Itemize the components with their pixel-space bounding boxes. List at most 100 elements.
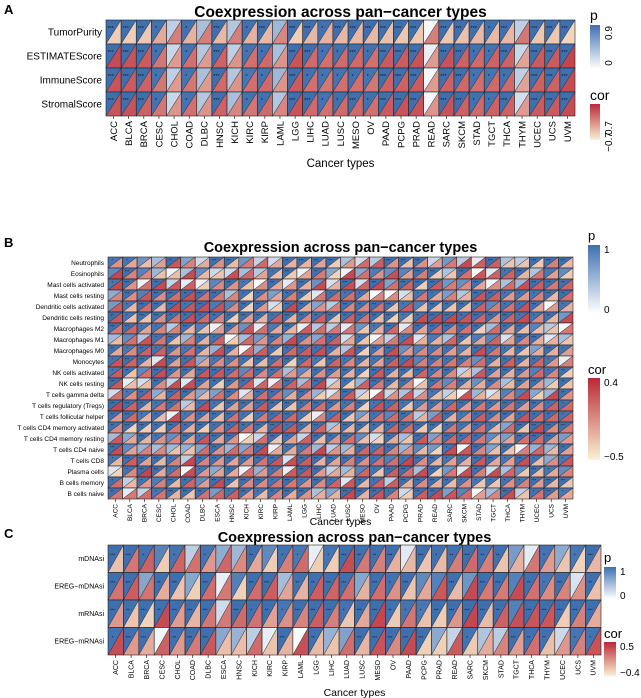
column-label: CESC bbox=[156, 504, 163, 522]
cell-diagonal bbox=[340, 366, 356, 379]
cell-diagonal bbox=[151, 43, 167, 69]
significance-stars: * bbox=[446, 346, 448, 351]
column-label: STAD bbox=[476, 504, 483, 521]
significance-stars: * bbox=[344, 401, 346, 406]
significance-stars: * bbox=[155, 50, 158, 56]
significance-stars: * bbox=[359, 368, 361, 373]
cell-diagonal bbox=[383, 333, 399, 346]
cell-diagonal bbox=[354, 421, 370, 434]
cell-diagonal bbox=[383, 421, 399, 434]
significance-stars: ** bbox=[387, 368, 391, 373]
significance-stars: ** bbox=[430, 401, 434, 406]
cell-diagonal bbox=[151, 19, 167, 45]
cell-diagonal bbox=[107, 421, 123, 434]
significance-stars: *** bbox=[107, 98, 114, 104]
cell-diagonal bbox=[383, 410, 399, 423]
cell-diagonal bbox=[325, 377, 341, 390]
cell-diagonal bbox=[195, 366, 210, 379]
cell-diagonal bbox=[209, 256, 225, 269]
column-label: PCPG bbox=[403, 504, 410, 522]
significance-stars: *** bbox=[531, 258, 536, 263]
cell-diagonal bbox=[529, 267, 545, 280]
significance-stars: *** bbox=[212, 368, 217, 373]
cell-diagonal bbox=[427, 289, 443, 302]
significance-stars: * bbox=[488, 98, 491, 104]
cell-diagonal bbox=[166, 91, 182, 117]
significance-stars: * bbox=[330, 291, 332, 296]
cell-diagonal bbox=[456, 322, 472, 335]
cell-diagonal bbox=[427, 322, 443, 335]
cell-diagonal bbox=[253, 300, 268, 313]
cell-diagonal bbox=[196, 19, 213, 45]
column-label: PAAD bbox=[381, 121, 392, 146]
cell-diagonal bbox=[296, 377, 312, 390]
significance-stars: *** bbox=[154, 467, 159, 472]
cell-diagonal bbox=[369, 355, 385, 368]
cell-diagonal bbox=[340, 421, 356, 434]
significance-stars: * bbox=[373, 357, 375, 362]
significance-stars: *** bbox=[313, 423, 318, 428]
cell-diagonal bbox=[267, 322, 283, 335]
cell-diagonal bbox=[485, 410, 501, 423]
significance-stars: *** bbox=[154, 313, 159, 318]
column-label: COAD bbox=[185, 504, 192, 523]
significance-stars: *** bbox=[560, 478, 565, 483]
cell-diagonal bbox=[383, 355, 399, 368]
cell-diagonal bbox=[398, 311, 414, 324]
cell-diagonal bbox=[151, 278, 167, 291]
significance-stars: *** bbox=[502, 313, 507, 318]
cell-diagonal bbox=[136, 410, 152, 423]
significance-stars: * bbox=[460, 412, 462, 417]
cell-diagonal bbox=[543, 344, 559, 357]
cell-diagonal bbox=[287, 67, 303, 93]
cell-diagonal bbox=[211, 91, 228, 117]
cell-diagonal bbox=[257, 67, 273, 93]
significance-stars: * bbox=[473, 98, 476, 104]
significance-stars: *** bbox=[517, 269, 522, 274]
cell-diagonal bbox=[180, 311, 196, 324]
significance-stars: ** bbox=[242, 423, 246, 428]
x-axis-title: Cancer types bbox=[324, 687, 386, 698]
cell-diagonal bbox=[453, 67, 470, 93]
significance-stars: *** bbox=[502, 368, 507, 373]
significance-stars: *** bbox=[299, 280, 304, 285]
cell-diagonal bbox=[136, 256, 152, 269]
cell-diagonal bbox=[151, 267, 167, 280]
cell-diagonal bbox=[166, 19, 182, 45]
cell-diagonal bbox=[238, 267, 254, 280]
cell-diagonal bbox=[224, 311, 239, 324]
cell-diagonal bbox=[398, 267, 414, 280]
cell-diagonal bbox=[354, 289, 370, 302]
column-label: LAML bbox=[275, 121, 286, 146]
significance-stars: *** bbox=[241, 302, 246, 307]
significance-stars: * bbox=[336, 74, 339, 80]
significance-stars: * bbox=[548, 401, 550, 406]
cell-diagonal bbox=[181, 43, 197, 69]
cell-diagonal bbox=[238, 399, 254, 412]
significance-stars: ** bbox=[198, 489, 202, 494]
significance-stars: *** bbox=[560, 423, 565, 428]
significance-stars: *** bbox=[372, 346, 377, 351]
column-label: OV bbox=[366, 120, 377, 134]
significance-stars: ** bbox=[213, 313, 217, 318]
significance-stars: *** bbox=[546, 434, 551, 439]
cell-diagonal bbox=[311, 366, 327, 379]
significance-stars: *** bbox=[415, 456, 420, 461]
cell-diagonal bbox=[120, 43, 137, 69]
cell-diagonal bbox=[413, 300, 428, 313]
cell-diagonal bbox=[468, 43, 485, 69]
row-label: TumorPurity bbox=[48, 28, 102, 39]
significance-stars: ** bbox=[198, 412, 202, 417]
significance-stars: *** bbox=[284, 302, 289, 307]
cell-diagonal bbox=[393, 67, 409, 93]
significance-stars: *** bbox=[226, 434, 231, 439]
cell-diagonal bbox=[107, 366, 123, 379]
significance-stars: * bbox=[548, 357, 550, 362]
significance-stars: *** bbox=[372, 280, 377, 285]
cell-diagonal bbox=[267, 399, 283, 412]
cell-diagonal bbox=[224, 366, 239, 379]
cell-diagonal bbox=[347, 67, 364, 93]
significance-stars: * bbox=[533, 313, 535, 318]
significance-stars: *** bbox=[125, 553, 131, 558]
column-label: LGG bbox=[301, 504, 308, 518]
